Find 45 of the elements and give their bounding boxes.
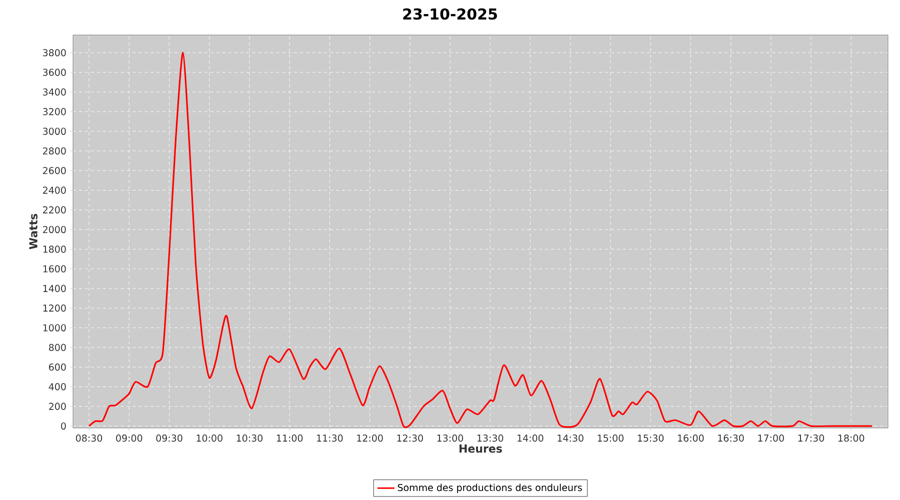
x-tick-label: 08:30 (76, 434, 102, 442)
x-tick-label: 14:00 (518, 434, 544, 442)
x-tick-label: 10:30 (236, 434, 263, 442)
y-tick-label: 2000 (43, 226, 66, 234)
y-tick-label: 200 (49, 402, 66, 410)
x-tick-label: 15:30 (638, 434, 664, 442)
x-tick-label: 13:00 (437, 434, 464, 442)
y-tick-label: 3800 (43, 49, 66, 56)
y-tick-label: 2600 (43, 166, 66, 174)
chart-title: 23-10-2025 (403, 8, 497, 20)
x-tick-label: 17:30 (798, 434, 824, 442)
x-tick-label: 15:00 (598, 434, 624, 442)
x-tick-label: 10:00 (196, 434, 222, 442)
y-tick-label: 3400 (43, 88, 66, 96)
y-tick-label: 3200 (43, 108, 66, 116)
y-tick-label: 1800 (43, 246, 66, 253)
line-series (88, 52, 873, 428)
y-tick-label: 3000 (43, 128, 66, 135)
y-tick-label: 1200 (43, 304, 66, 312)
y-tick-label: 600 (49, 363, 66, 371)
y-tick-label: 1000 (43, 324, 66, 332)
y-tick-label: 0 (61, 422, 66, 430)
x-tick-label: 17:00 (758, 434, 784, 442)
x-tick-label: 18:00 (838, 434, 864, 442)
x-tick-label: 09:00 (116, 434, 142, 442)
y-tick-label: 2400 (43, 186, 66, 194)
x-tick-label: 11:00 (276, 434, 303, 442)
x-tick-label: 13:30 (477, 434, 504, 442)
x-tick-label: 16:30 (718, 434, 744, 442)
legend-label: Somme des productions des onduleurs (398, 484, 582, 493)
y-tick-label: 400 (48, 383, 66, 390)
x-tick-label: 16:00 (678, 434, 704, 442)
y-tick-label: 2800 (43, 147, 66, 155)
x-axis-title: Heures (460, 444, 502, 453)
x-tick-label: 12:00 (357, 434, 383, 442)
y-tick-label: 3600 (43, 68, 66, 76)
x-tick-label: 09:30 (156, 434, 182, 442)
y-tick-label: 800 (48, 344, 66, 352)
y-tick-label: 1400 (43, 284, 66, 292)
y-tick-label: 2200 (43, 206, 66, 214)
y-axis-title: Watts (29, 214, 38, 250)
x-tick-label: 11:30 (317, 434, 343, 442)
y-tick-label: 1600 (43, 265, 66, 272)
x-tick-label: 14:30 (558, 434, 584, 442)
x-tick-label: 12:30 (397, 434, 423, 442)
